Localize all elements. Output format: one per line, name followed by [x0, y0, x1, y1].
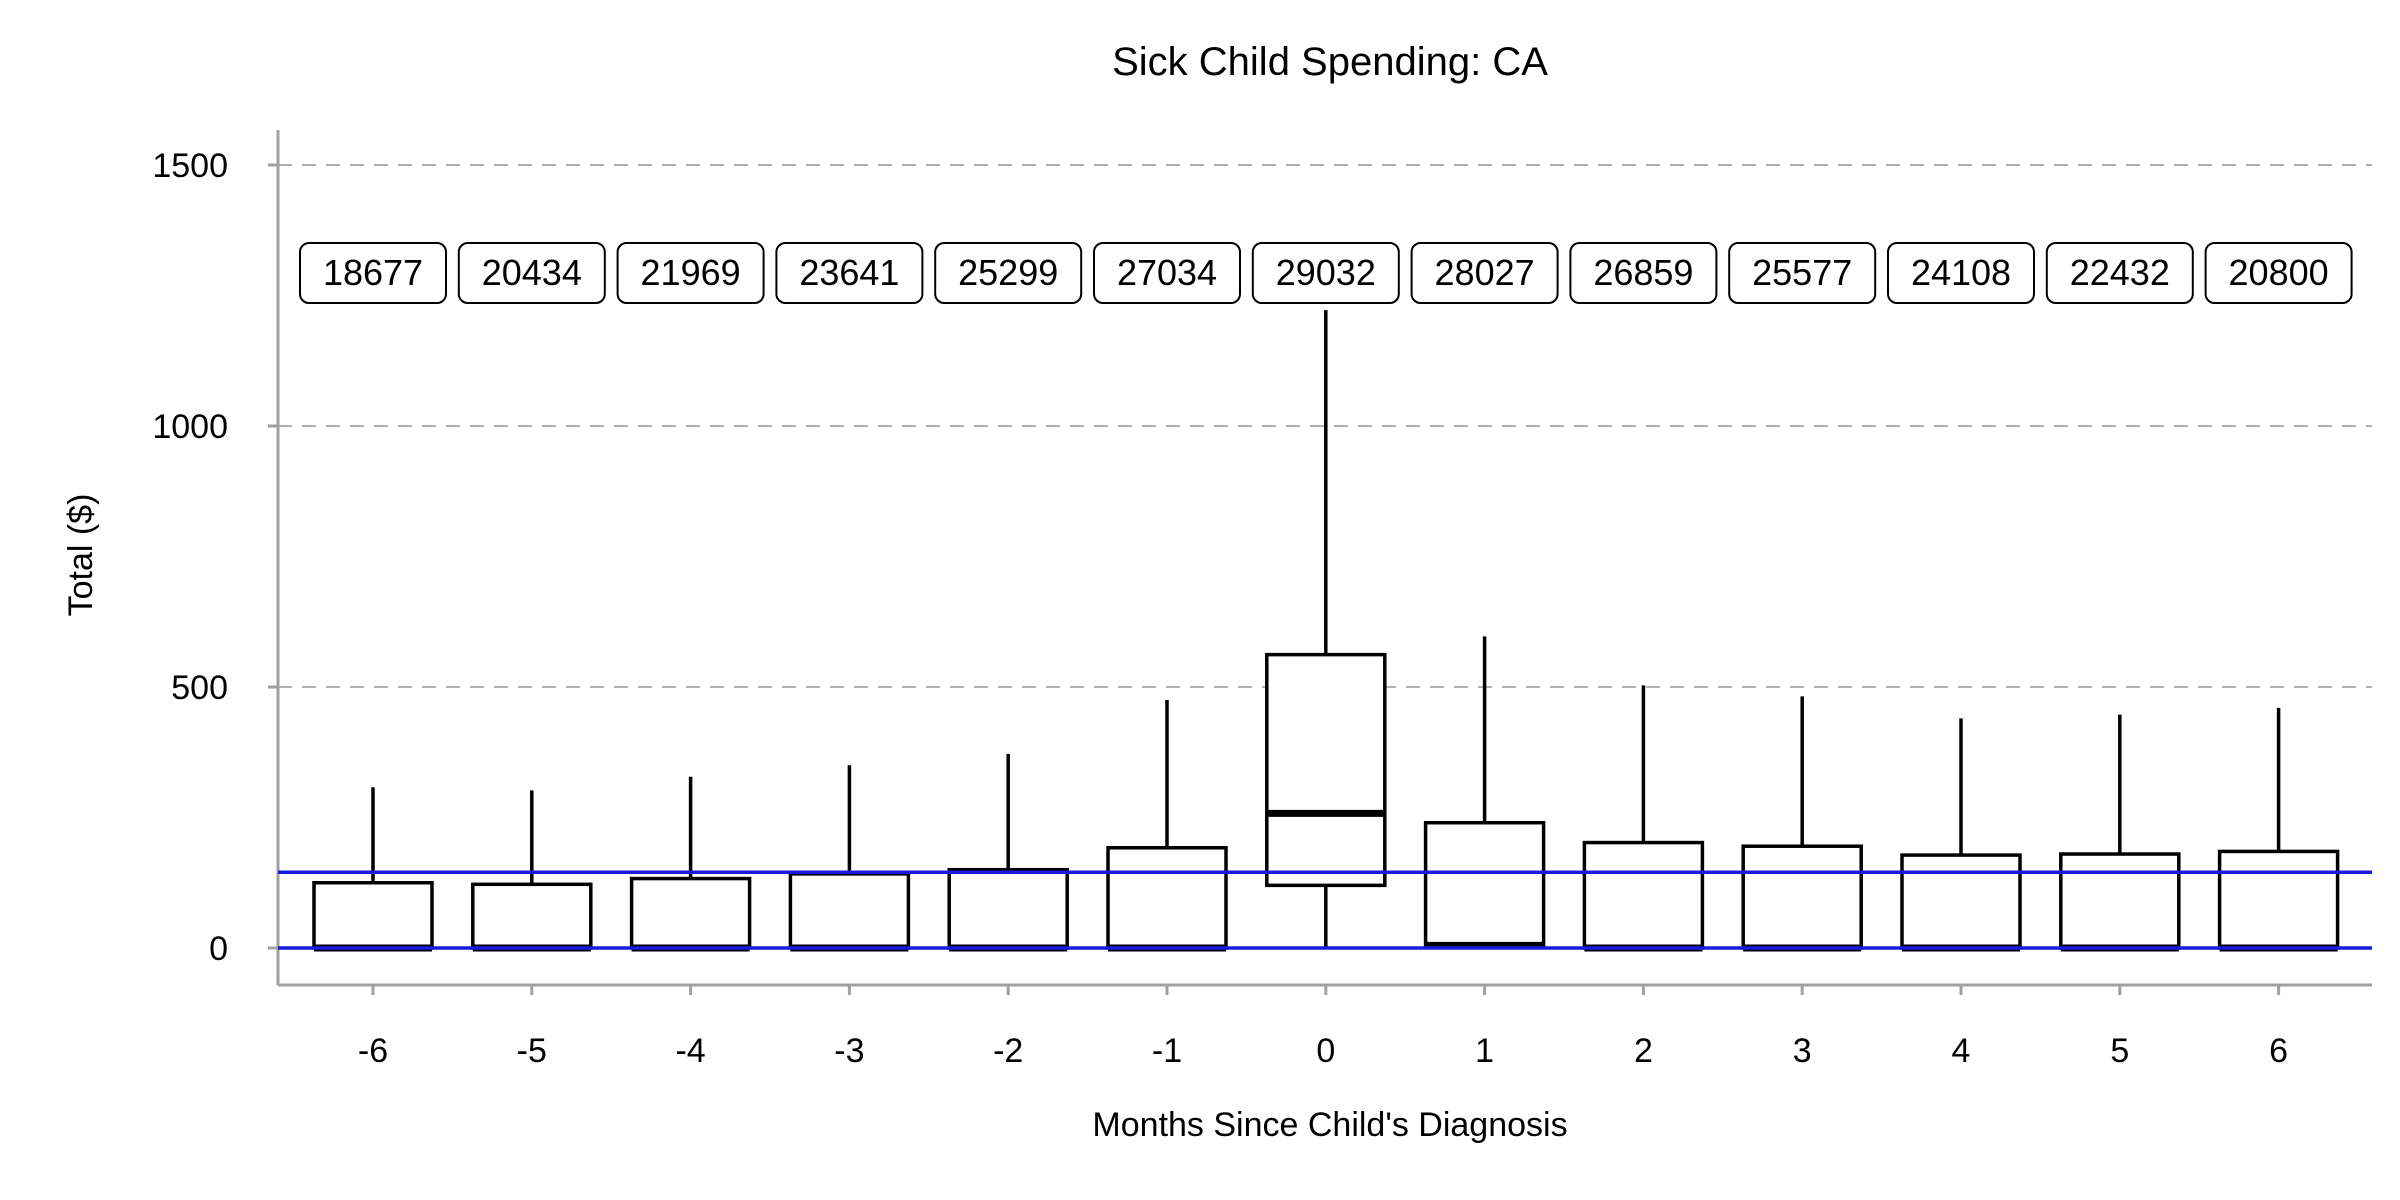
y-tick-label: 1500 [152, 147, 228, 185]
ticks-layer: 0 500 1000 1500 -6 -5 -4 -3 -2 -1 0 1 2 3 4 5 6 [152, 147, 2288, 1070]
x-tick-label: -6 [358, 1032, 388, 1070]
chart-title: Sick Child Spending: CA [1112, 40, 1548, 84]
x-tick-label: -3 [834, 1032, 864, 1070]
count-label: 29032 [1276, 252, 1376, 293]
box [1423, 820, 1546, 948]
box [1582, 840, 1705, 950]
box [2217, 849, 2340, 950]
count-label: 24108 [1911, 252, 2011, 293]
box [947, 867, 1069, 950]
x-tick-label: 2 [1634, 1032, 1653, 1070]
count-label: 28027 [1435, 252, 1535, 293]
y-tick-label: 1000 [152, 408, 228, 446]
x-tick-label: 4 [1952, 1032, 1971, 1070]
box [1741, 844, 1863, 950]
box [1265, 652, 1387, 888]
y-tick-label: 500 [171, 669, 228, 707]
box [2059, 852, 2181, 950]
count-label: 25299 [958, 252, 1058, 293]
count-label: 20434 [482, 252, 582, 293]
reference-lines-layer [278, 870, 2372, 950]
x-tick-label: 1 [1475, 1032, 1494, 1070]
count-label-box [1093, 242, 1241, 304]
x-tick-label: -4 [675, 1032, 705, 1070]
box [312, 881, 434, 950]
count-label-box [1569, 242, 1718, 304]
count-label: 22432 [2070, 252, 2170, 293]
box [471, 882, 593, 950]
count-label: 25577 [1752, 252, 1852, 293]
count-label: 20800 [2229, 252, 2329, 293]
count-label-box [1887, 242, 2035, 304]
count-label: 18677 [323, 252, 423, 293]
box [1900, 853, 2022, 950]
count-label-box [775, 242, 924, 304]
boxes-layer [312, 310, 2340, 952]
x-tick-label: -5 [517, 1032, 547, 1070]
count-label-box [2045, 242, 2194, 304]
y-tick-label: 0 [209, 930, 228, 968]
count-label-box [616, 242, 765, 304]
count-label: 27034 [1117, 252, 1217, 293]
x-tick-label: -1 [1152, 1032, 1182, 1070]
count-label-box [934, 242, 1083, 304]
count-label-box [1410, 242, 1559, 304]
axes-layer [268, 130, 2372, 995]
count-label: 26859 [1593, 252, 1693, 293]
count-label-box [299, 242, 447, 304]
count-label-box [2204, 242, 2353, 304]
y-axis-label: Total ($) [62, 494, 100, 617]
x-tick-label: 3 [1793, 1032, 1812, 1070]
count-label-box [457, 242, 606, 304]
grid-layer [278, 164, 2372, 688]
box [788, 872, 911, 950]
count-label-box [1728, 242, 1877, 304]
count-label-box [1251, 242, 1400, 304]
x-tick-label: 0 [1316, 1032, 1335, 1070]
x-tick-label: 5 [2110, 1032, 2129, 1070]
x-axis-label: Months Since Child's Diagnosis [1092, 1106, 1567, 1144]
box [1106, 846, 1228, 950]
box [629, 876, 752, 950]
counts-layer: 18677 20434 21969 23641 25299 27034 29032 28027… [299, 242, 2353, 304]
count-label: 21969 [641, 252, 741, 293]
count-label: 23641 [799, 252, 899, 293]
x-tick-label: 6 [2269, 1032, 2288, 1070]
x-tick-label: -2 [993, 1032, 1023, 1070]
